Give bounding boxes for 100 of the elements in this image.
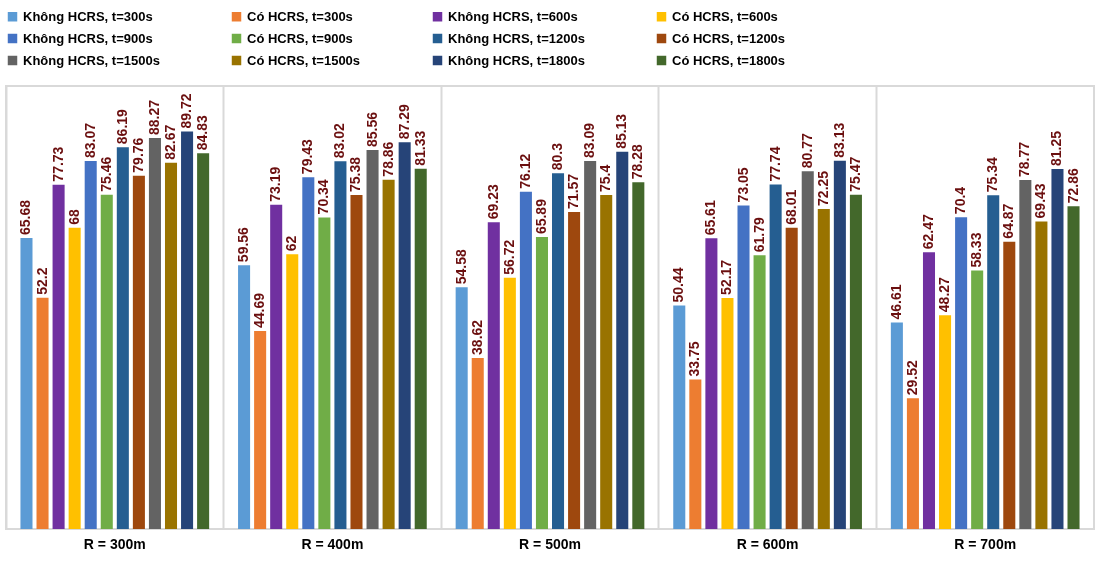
data-label: 64.87 xyxy=(1000,203,1017,239)
bar xyxy=(116,147,129,529)
bar xyxy=(382,179,395,529)
x-tick-label: R = 300m xyxy=(83,535,146,552)
legend-label: Không HCRS, t=1200s xyxy=(448,30,585,46)
bar xyxy=(20,238,33,529)
data-label: 75.47 xyxy=(846,156,863,192)
bar xyxy=(737,205,750,529)
data-label: 62.47 xyxy=(919,214,936,250)
data-label: 79.76 xyxy=(129,137,146,173)
data-label: 83.07 xyxy=(81,122,98,158)
bar xyxy=(164,162,178,529)
data-label: 62 xyxy=(283,235,300,252)
bar xyxy=(833,160,846,529)
data-label: 79.43 xyxy=(299,138,316,175)
data-label: 61.79 xyxy=(750,217,767,253)
bar xyxy=(519,191,532,529)
legend-label: Có HCRS, t=1800s xyxy=(672,52,786,68)
data-label: 72.86 xyxy=(1064,167,1081,204)
data-label: 29.52 xyxy=(903,359,920,396)
bar xyxy=(487,222,500,529)
bar xyxy=(1067,206,1080,529)
data-label: 78.77 xyxy=(1016,141,1033,178)
data-label: 87.29 xyxy=(395,104,412,140)
bar xyxy=(971,270,984,529)
data-label: 75.38 xyxy=(347,156,364,193)
data-label: 82.67 xyxy=(162,124,179,160)
bar xyxy=(36,297,49,529)
data-label: 58.33 xyxy=(968,232,985,268)
data-label: 81.33 xyxy=(411,130,428,166)
data-label: 70.34 xyxy=(315,179,332,215)
data-label: 72.25 xyxy=(814,170,831,206)
data-label: 70.4 xyxy=(952,186,969,215)
bar xyxy=(350,195,363,529)
bar xyxy=(414,168,427,529)
bar xyxy=(84,161,97,529)
bar xyxy=(987,195,1000,529)
data-label: 59.56 xyxy=(235,226,252,263)
data-label: 80.3 xyxy=(549,142,566,171)
legend-label: Không HCRS, t=900s xyxy=(23,30,153,46)
bar xyxy=(890,322,903,529)
data-label: 75.4 xyxy=(597,164,614,192)
bar xyxy=(584,160,597,529)
data-label: 65.89 xyxy=(532,198,549,235)
bar xyxy=(1019,180,1032,529)
bar xyxy=(705,238,718,529)
bar xyxy=(673,305,686,529)
data-label: 69.23 xyxy=(484,184,501,220)
legend-label: Có HCRS, t=600s xyxy=(672,8,778,24)
bar xyxy=(132,175,145,529)
bar xyxy=(1051,169,1064,529)
bar xyxy=(52,184,65,529)
data-label: 38.62 xyxy=(468,319,485,355)
bar xyxy=(100,194,113,529)
x-tick-label: R = 600m xyxy=(736,535,799,552)
data-label: 84.83 xyxy=(194,114,211,151)
data-label: 77.73 xyxy=(49,146,66,182)
bar xyxy=(753,255,766,529)
bar xyxy=(568,211,581,529)
data-label: 46.61 xyxy=(887,284,904,320)
data-label: 73.19 xyxy=(267,166,284,202)
bar xyxy=(769,184,782,529)
bar xyxy=(334,161,347,529)
bar xyxy=(503,277,516,529)
data-label: 83.02 xyxy=(331,122,348,159)
data-label: 75.46 xyxy=(97,156,114,192)
data-label: 44.69 xyxy=(251,292,268,329)
data-label: 50.44 xyxy=(670,267,687,303)
data-label: 77.74 xyxy=(766,146,783,182)
bar xyxy=(455,287,468,529)
x-tick-label: R = 500m xyxy=(519,535,581,552)
data-label: 85.56 xyxy=(363,111,380,147)
data-label: 80.77 xyxy=(798,132,815,169)
legend-label: Có HCRS, t=1200s xyxy=(672,30,786,46)
data-label: 68 xyxy=(65,208,82,225)
data-label: 76.12 xyxy=(516,153,533,189)
x-tick-label: R = 400m xyxy=(301,535,364,552)
legend-label: Không HCRS, t=300s xyxy=(23,8,153,24)
bar xyxy=(302,177,315,529)
legend-label: Có HCRS, t=900s xyxy=(247,30,353,46)
data-label: 83.13 xyxy=(830,122,847,158)
data-label: 83.09 xyxy=(581,122,598,158)
data-label: 71.57 xyxy=(565,173,582,209)
data-label: 52.2 xyxy=(33,267,50,295)
bar xyxy=(471,357,484,529)
data-label: 52.17 xyxy=(718,259,735,295)
x-tick-label: R = 700m xyxy=(954,535,1017,552)
legend-label: Không HCRS, t=600s xyxy=(448,8,578,24)
data-label: 75.34 xyxy=(984,157,1001,193)
data-label: 78.28 xyxy=(629,143,646,180)
bar xyxy=(955,217,968,529)
data-label: 68.01 xyxy=(782,189,799,225)
bar xyxy=(785,227,798,529)
bar xyxy=(721,297,734,529)
bar xyxy=(849,194,862,529)
bar xyxy=(238,265,251,529)
bar xyxy=(181,131,194,529)
legend-label: Không HCRS, t=1500s xyxy=(23,52,160,68)
legend-label: Có HCRS, t=300s xyxy=(247,8,353,24)
bar xyxy=(197,153,210,529)
